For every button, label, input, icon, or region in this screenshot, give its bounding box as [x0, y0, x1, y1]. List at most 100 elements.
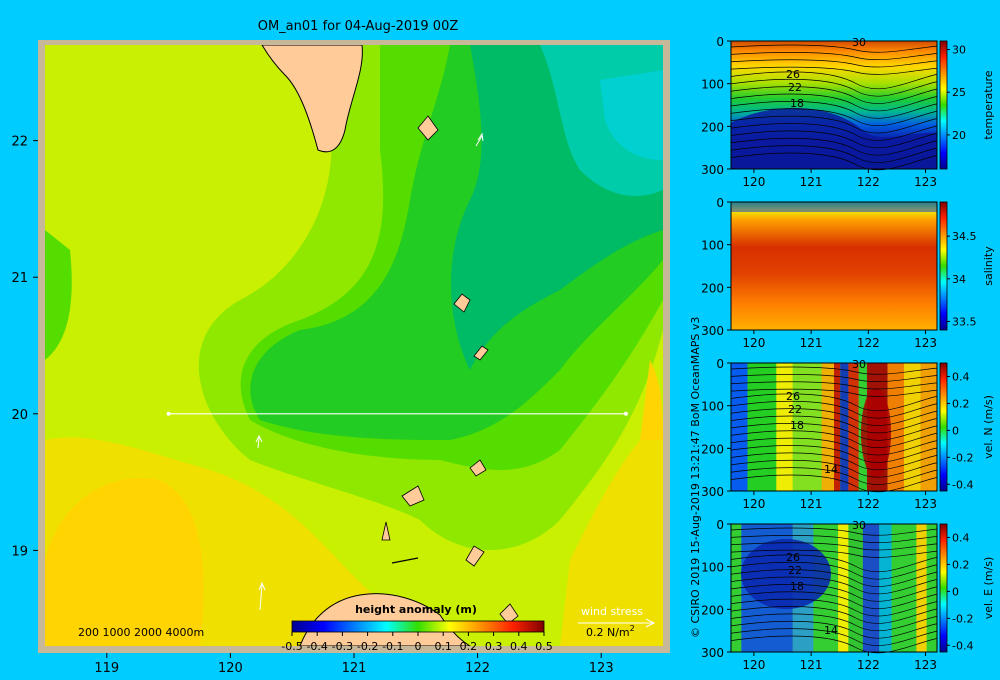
isotherm	[730, 423, 938, 441]
land-isle-f	[465, 545, 485, 567]
contour-label: 26	[786, 390, 800, 403]
lon-tick-label: 122	[857, 658, 880, 672]
depth-tick-label: 300	[701, 485, 724, 499]
land-taiwan	[261, 45, 363, 153]
height-colorbar-ticks: -0.5 -0.4 -0.3 -0.2 -0.1 0 0.1 0.2 0.3 0.4 0.5	[281, 632, 553, 653]
section-field	[731, 202, 937, 330]
isotherm	[730, 78, 938, 97]
lon-tick-label: 123	[914, 497, 937, 511]
lon-tick-label: 120	[742, 658, 765, 672]
isotherm	[730, 400, 938, 419]
map-y-tick-label: 21	[11, 271, 28, 286]
isotherm	[730, 381, 938, 390]
colorbar-tick-label: 0.4	[952, 531, 970, 544]
isotherm	[730, 374, 938, 382]
isotherm	[730, 152, 938, 171]
lon-tick-label: 121	[800, 497, 823, 511]
isotherm	[730, 606, 938, 624]
isotherm	[730, 628, 938, 646]
height-colorbar-tick-label: 0.5	[535, 640, 553, 653]
isotherm	[730, 598, 938, 617]
lon-tick-label: 122	[857, 175, 880, 189]
contour-label: 22	[788, 81, 802, 94]
section-band	[891, 524, 917, 652]
section-core	[741, 539, 831, 609]
section-colorbar	[939, 362, 948, 492]
lon-tick-label: 122	[857, 497, 880, 511]
section-band	[792, 363, 822, 491]
contour-label: 30	[852, 36, 866, 49]
isotherm	[730, 584, 938, 602]
section-band	[848, 363, 859, 491]
map-y-axis: 19 20 21 22	[11, 135, 38, 559]
isotherm	[730, 137, 938, 156]
contour-label: 18	[790, 419, 804, 432]
depth-tick-label: 100	[701, 78, 724, 92]
section-panel-2: 0 100 200 300 120 121 122 123 34.5 34 33.5 salinity	[701, 196, 995, 350]
isotherm	[730, 86, 938, 104]
height-colorbar-tick-label: -0.3	[332, 640, 353, 653]
map-x-axis: 119 120 121 122 123	[94, 653, 614, 676]
height-colorbar-tick-label: 0	[415, 640, 422, 653]
lon-tick-label: 120	[742, 336, 765, 350]
isotherm	[730, 535, 938, 543]
isotherm	[730, 576, 938, 595]
isotherm	[730, 408, 938, 426]
map-panel: 119 120 121 122 123 19 20 21 22 200 1000 2000 4…	[11, 40, 670, 676]
isotherm	[730, 44, 938, 53]
depth-tick-label: 0	[716, 196, 724, 210]
section-line-start-marker	[166, 411, 171, 416]
section-band	[916, 524, 927, 652]
colorbar-tick-label: 25	[952, 86, 966, 99]
colorbar-title: height anomaly (m)	[355, 603, 477, 616]
isotherm	[730, 554, 938, 573]
section-label: vel. N (m/s)	[982, 395, 995, 459]
section-colorbar	[939, 40, 948, 170]
isotherm	[730, 71, 938, 90]
section-label: vel. E (m/s)	[982, 557, 995, 620]
section-frame	[730, 40, 938, 170]
isotherm	[730, 130, 938, 149]
height-colorbar-tick-label: -0.2	[357, 640, 378, 653]
height-colorbar	[291, 620, 545, 633]
depth-tick-label: 200	[701, 120, 724, 134]
height-region-warmer-sw	[45, 478, 204, 646]
isotherm	[730, 415, 938, 434]
height-region-west-strip	[45, 230, 72, 360]
contour-label: 26	[786, 68, 800, 81]
depth-tick-label: 100	[701, 400, 724, 414]
wind-arrow-dark	[391, 557, 419, 564]
depth-tick-label: 0	[716, 357, 724, 371]
colorbar-tick-label: -0.2	[952, 451, 973, 464]
isotherm	[730, 59, 938, 68]
isotherm	[730, 52, 938, 60]
contour-label: 22	[788, 403, 802, 416]
isotherm	[730, 123, 938, 141]
section-band	[879, 524, 892, 652]
section-frame	[730, 362, 938, 492]
isotherm	[730, 591, 938, 609]
section-band	[821, 363, 834, 491]
colorbar-tick-label: -0.4	[952, 478, 973, 491]
contour-label: 14	[824, 463, 838, 476]
depth-tick-label: 200	[701, 442, 724, 456]
height-colorbar-tick-label: -0.4	[306, 640, 327, 653]
colorbar-tick-label: 0	[952, 424, 959, 437]
section-band	[840, 363, 849, 491]
colorbar-tick-label: 20	[952, 129, 966, 142]
credit-text: © CSIRO 2019 15-Aug-2019 13:21:47 BoM Oc…	[689, 317, 702, 638]
section-label: temperature	[982, 70, 995, 139]
colorbar-tick-label: -0.2	[952, 612, 973, 625]
lon-tick-label: 121	[800, 175, 823, 189]
isotherm	[730, 549, 938, 558]
wind-arrows	[255, 132, 484, 611]
colorbar-tick-label: 34.5	[952, 230, 977, 243]
colorbar-tick-label: 0.2	[952, 558, 970, 571]
section-band	[920, 363, 937, 491]
isotherm	[730, 101, 938, 119]
lon-tick-label: 120	[742, 497, 765, 511]
colorbar-tick-label: 34	[952, 273, 966, 286]
